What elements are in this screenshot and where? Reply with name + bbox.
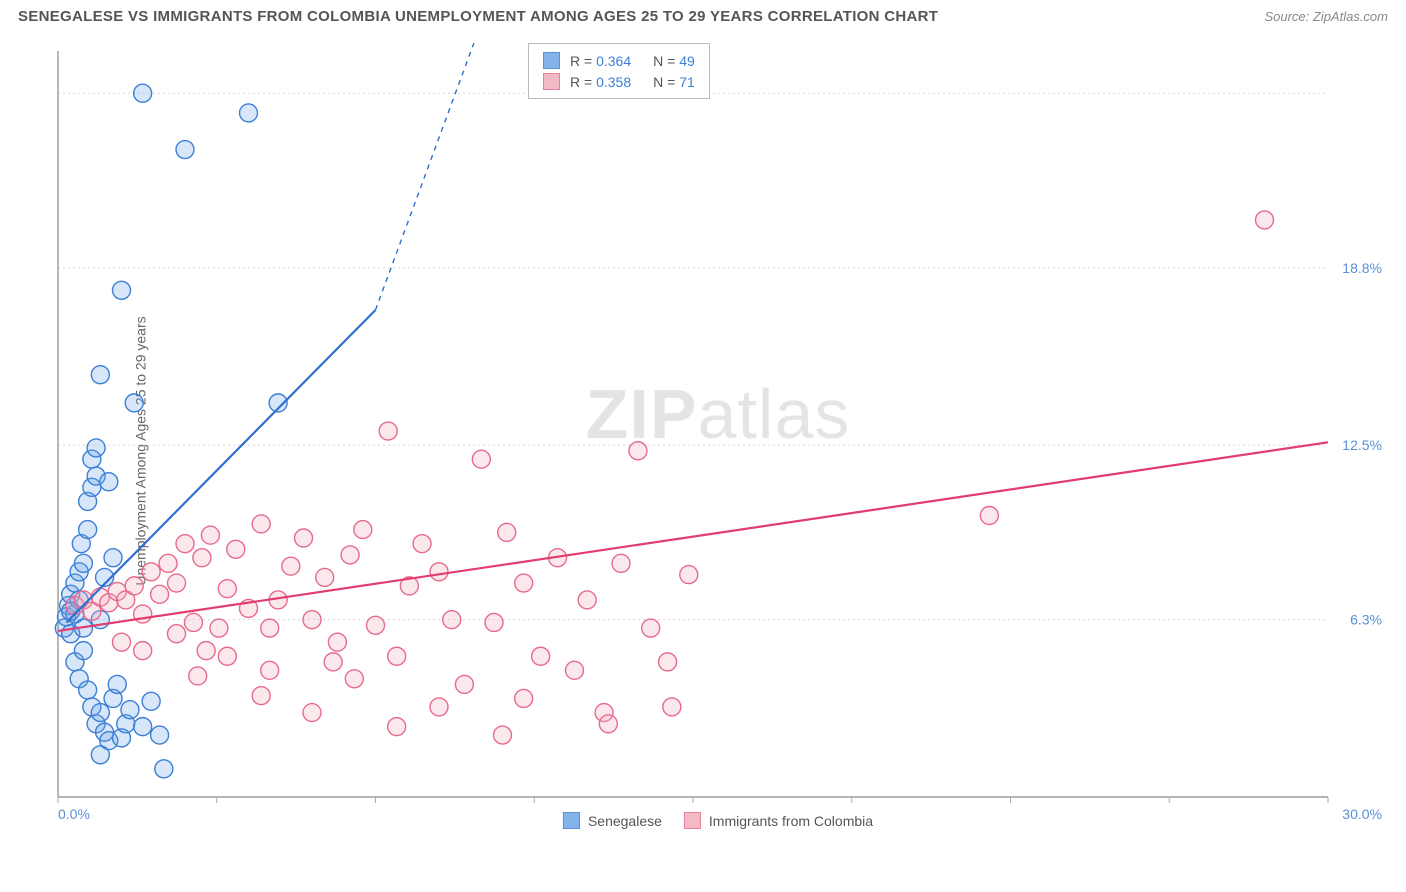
legend-item-colombia: Immigrants from Colombia (684, 812, 873, 829)
chart-container: Unemployment Among Ages 25 to 29 years Z… (0, 31, 1406, 871)
legend-label-colombia: Immigrants from Colombia (709, 813, 873, 829)
source-name: ZipAtlas.com (1313, 9, 1388, 24)
swatch-colombia (543, 73, 560, 90)
svg-text:6.3%: 6.3% (1350, 612, 1382, 628)
swatch-colombia (684, 812, 701, 829)
header-row: SENEGALESE VS IMMIGRANTS FROM COLOMBIA U… (0, 0, 1406, 31)
svg-text:18.8%: 18.8% (1342, 260, 1382, 276)
n-label: N = 71 (653, 74, 695, 90)
stats-legend: R = 0.364 N = 49 R = 0.358 N = 71 (528, 43, 710, 99)
chart-svg: 6.3% 12.5% 18.8% 0.0% 30.0% (48, 43, 1388, 833)
source-citation: Source: ZipAtlas.com (1264, 9, 1388, 24)
r-value-senegalese: 0.364 (596, 53, 631, 69)
chart-title: SENEGALESE VS IMMIGRANTS FROM COLOMBIA U… (18, 8, 938, 25)
swatch-senegalese (563, 812, 580, 829)
n-value-senegalese: 49 (679, 53, 695, 69)
svg-text:0.0%: 0.0% (58, 806, 90, 822)
r-label: R = 0.358 (570, 74, 631, 90)
svg-text:30.0%: 30.0% (1342, 806, 1382, 822)
legend-item-senegalese: Senegalese (563, 812, 662, 829)
source-prefix: Source: (1264, 9, 1312, 24)
swatch-senegalese (543, 52, 560, 69)
n-label: N = 49 (653, 53, 695, 69)
r-value-colombia: 0.358 (596, 74, 631, 90)
stats-row-senegalese: R = 0.364 N = 49 (543, 50, 695, 71)
legend-label-senegalese: Senegalese (588, 813, 662, 829)
r-label: R = 0.364 (570, 53, 631, 69)
n-value-colombia: 71 (679, 74, 695, 90)
stats-row-colombia: R = 0.358 N = 71 (543, 71, 695, 92)
svg-text:12.5%: 12.5% (1342, 437, 1382, 453)
series-legend: Senegalese Immigrants from Colombia (563, 812, 873, 829)
plot-area: ZIPatlas 6.3%12.5%18.8%0.0%30.0% R = 0.3… (48, 43, 1388, 833)
